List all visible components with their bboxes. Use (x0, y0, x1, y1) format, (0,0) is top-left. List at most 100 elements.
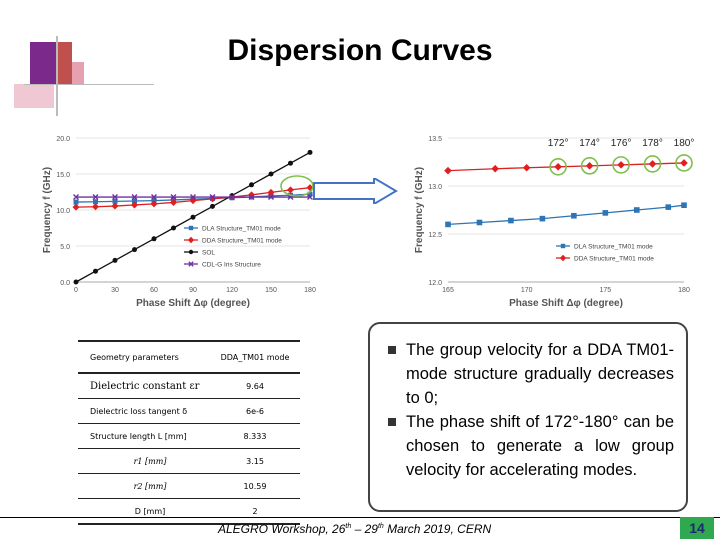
data-point (445, 221, 451, 228)
table-row: r2 [mm] 10.59 (78, 473, 300, 499)
data-point (131, 194, 138, 201)
x-tick-label: 30 (111, 287, 119, 294)
series-line (447, 162, 685, 172)
data-point (150, 200, 158, 208)
slide-title: Dispersion Curves (227, 34, 493, 67)
legend-label: CDL-G Iris Structure (202, 262, 261, 269)
data-point (190, 214, 196, 220)
decor-square-purple (30, 42, 56, 84)
x-tick-label: 165 (442, 287, 454, 294)
dispersion-chart-full: 0.0 5.0 10.0 15.0 20.0 0 30 60 90 120 150 180 Phase … (42, 136, 316, 309)
footer-suffix: March 2019, CERN (383, 522, 492, 536)
y-axis-label: Frequency f (GHz) (42, 167, 53, 253)
x-axis-label: Phase Shift Δφ (degree) (509, 298, 623, 309)
x-tick-label: 170 (521, 287, 533, 294)
y-tick-label: 12.0 (428, 280, 442, 287)
data-point (170, 194, 177, 201)
decor-square-lightpink (14, 84, 54, 108)
data-point (665, 204, 672, 210)
table-cell: 2 (210, 498, 300, 525)
table-cell: Dielectric constant εr (78, 373, 210, 399)
data-point (267, 188, 275, 196)
x-axis-label: Phase Shift Δφ (degree) (136, 298, 250, 309)
x-tick-label: 60 (150, 287, 158, 294)
footer-sup: th (345, 523, 352, 530)
table-cell: 3.15 (210, 448, 300, 474)
data-point (93, 268, 98, 274)
table-header-cell: DDA_TM01 mode (210, 340, 300, 374)
data-point (522, 163, 531, 172)
y-tick-label: 13.5 (428, 136, 442, 143)
y-tick-label: 12.5 (428, 232, 442, 239)
decor-square-red (56, 42, 72, 84)
data-point (92, 203, 99, 211)
data-point (617, 161, 625, 169)
data-point (112, 194, 118, 201)
footer-mid: – 29 (351, 522, 378, 536)
y-tick-label: 15.0 (56, 172, 70, 179)
zoom-arrow-icon (313, 178, 398, 204)
footer-divider (0, 517, 720, 518)
data-point (210, 203, 215, 209)
table-row: Structure length L [mm] 8.333 (78, 423, 300, 449)
data-point (73, 279, 79, 285)
data-point (209, 194, 216, 201)
y-tick-label: 0.0 (60, 280, 70, 287)
data-point (131, 201, 138, 209)
data-point (539, 215, 546, 222)
data-point (190, 194, 196, 201)
data-point (132, 198, 137, 204)
table-row: D [mm] 2 (78, 498, 300, 525)
highlight-circle (549, 157, 567, 176)
table-cell: r1 [mm] (78, 448, 210, 474)
summary-textbox: The group velocity for a DDA TM01-mode s… (368, 322, 688, 512)
data-point (112, 198, 118, 204)
table-cell: 6e-6 (210, 398, 300, 424)
data-point (508, 217, 514, 224)
table-cell: 9.64 (210, 373, 300, 399)
x-tick-label: 120 (226, 287, 238, 294)
table-cell: Structure length L [mm] (78, 423, 210, 449)
x-tick-label: 90 (189, 287, 197, 294)
table-cell: 10.59 (210, 473, 300, 499)
table-row: Dielectric constant εr 9.64 (78, 373, 300, 399)
table-cell: Dielectric loss tangent δ (78, 398, 210, 424)
data-point (249, 182, 254, 188)
data-point (287, 186, 294, 194)
data-point (560, 243, 566, 249)
data-point (112, 257, 118, 263)
highlight-circle (675, 154, 693, 172)
data-point (151, 236, 157, 242)
data-point (188, 261, 194, 267)
data-point (73, 199, 79, 205)
data-point (72, 203, 80, 211)
decor-line-v (56, 36, 58, 116)
data-point (188, 249, 194, 255)
table-cell: r2 [mm] (78, 473, 210, 499)
data-point (585, 162, 594, 170)
data-point (171, 225, 176, 231)
data-point (111, 202, 119, 210)
data-point (571, 212, 577, 219)
data-point (93, 199, 98, 205)
data-point (92, 194, 99, 201)
x-tick-label: 175 (599, 287, 611, 294)
y-tick-label: 10.0 (56, 208, 70, 215)
data-point (229, 194, 235, 201)
data-point (151, 194, 157, 201)
y-tick-label: 5.0 (60, 244, 70, 251)
legend-label: SOL (202, 250, 215, 257)
legend-label: DDA Structure_TM01 mode (202, 238, 282, 245)
table-header-cell: Geometry parameters (78, 340, 210, 374)
legend-label: DLA Structure_TM01 mode (202, 226, 281, 233)
legend-label: DDA Structure_TM01 mode (574, 256, 654, 263)
footer-text: ALEGRO Workshop, 26th – 29th March 2019,… (218, 522, 491, 536)
highlight-circle (643, 155, 662, 173)
bullet-square-icon (388, 418, 396, 426)
annotation-label: 172° (548, 138, 569, 149)
annotation-label: 180° (674, 138, 695, 149)
x-tick-label: 180 (304, 287, 316, 294)
data-point (559, 254, 567, 262)
data-point (268, 193, 274, 199)
data-point (268, 171, 274, 177)
